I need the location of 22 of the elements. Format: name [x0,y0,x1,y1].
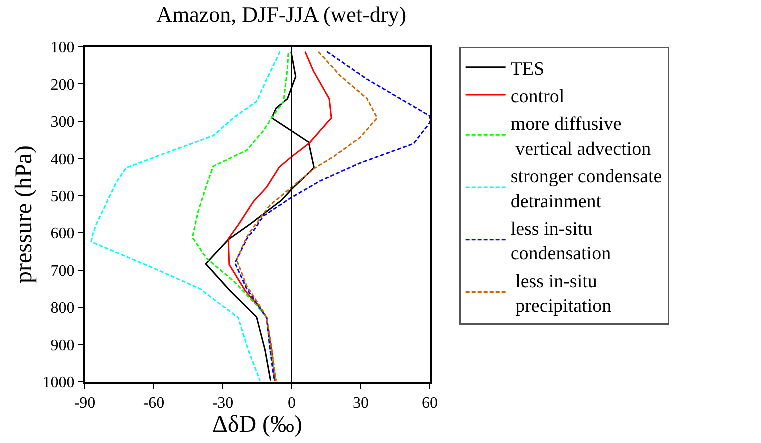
y-tick-label: 300 [50,114,75,132]
x-tick-label: -60 [143,395,165,412]
x-tick-label: 0 [288,395,296,412]
x-tick-label: 60 [422,395,438,412]
y-tick-label: 800 [50,300,75,318]
y-tick-label: 1000 [42,374,75,392]
y-tick-label: 500 [50,188,75,206]
x-tick-label: 30 [353,395,369,412]
y-tick-label: 600 [50,226,75,243]
y-axis-title: pressure (hPa) [11,146,38,284]
y-tick-label: 400 [50,151,75,168]
y-tick-label: 700 [50,262,75,280]
y-tick-label: 900 [50,337,75,354]
legend-label: less in-situ precipitation [510,271,612,318]
x-tick-label: -30 [212,395,234,412]
x-axis-title: ΔδD (‰) [212,412,303,438]
y-tick-label: 100 [50,40,75,57]
legend-label: control [510,86,565,108]
legend-label: TES [510,58,545,80]
chart-title: Amazon, DJF-JJA (wet-dry) [156,2,407,28]
y-tick-label: 200 [50,76,75,94]
x-tick-label: -90 [74,395,96,412]
